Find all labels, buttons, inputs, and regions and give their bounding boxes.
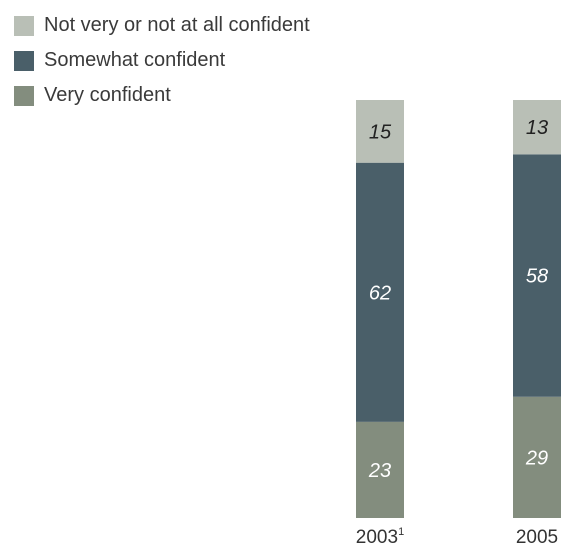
footnote-marker-2003: 1 [398, 526, 404, 538]
data-label-2005-very-confident: 29 [525, 447, 548, 469]
legend-swatch-not-confident [14, 15, 34, 36]
data-label-2003-very-confident: 23 [368, 460, 391, 482]
bar-2005-somewhat-confident [513, 154, 561, 397]
data-label-2005-somewhat-confident: 58 [526, 266, 548, 288]
category-label-2003: 20031 [356, 526, 404, 546]
legend: Not very or not at all confident Somewha… [14, 8, 310, 113]
legend-label-somewhat-confident: Somewhat confident [44, 49, 226, 71]
legend-swatch-somewhat-confident [14, 50, 34, 71]
data-label-2003-not-very-or-not-at-all-confident: 15 [369, 121, 392, 143]
legend-label-not-confident: Not very or not at all confident [44, 14, 310, 36]
bar-2005-very-confident [513, 396, 561, 518]
legend-swatch-very-confident [14, 85, 34, 106]
bar-2003-somewhat-confident [356, 162, 404, 422]
category-label-2005: 2005 [516, 527, 558, 546]
legend-item-not-confident: Not very or not at all confident [14, 8, 310, 43]
data-label-2003-somewhat-confident: 62 [369, 282, 391, 304]
legend-item-very-confident: Very confident [14, 78, 310, 113]
bar-2005-not-very-or-not-at-all-confident [513, 100, 561, 155]
bar-2003-not-very-or-not-at-all-confident [356, 100, 404, 163]
legend-label-very-confident: Very confident [44, 84, 171, 106]
data-label-2005-not-very-or-not-at-all-confident: 13 [526, 117, 548, 139]
legend-item-somewhat-confident: Somewhat confident [14, 43, 310, 78]
bar-2003-very-confident [356, 421, 404, 518]
